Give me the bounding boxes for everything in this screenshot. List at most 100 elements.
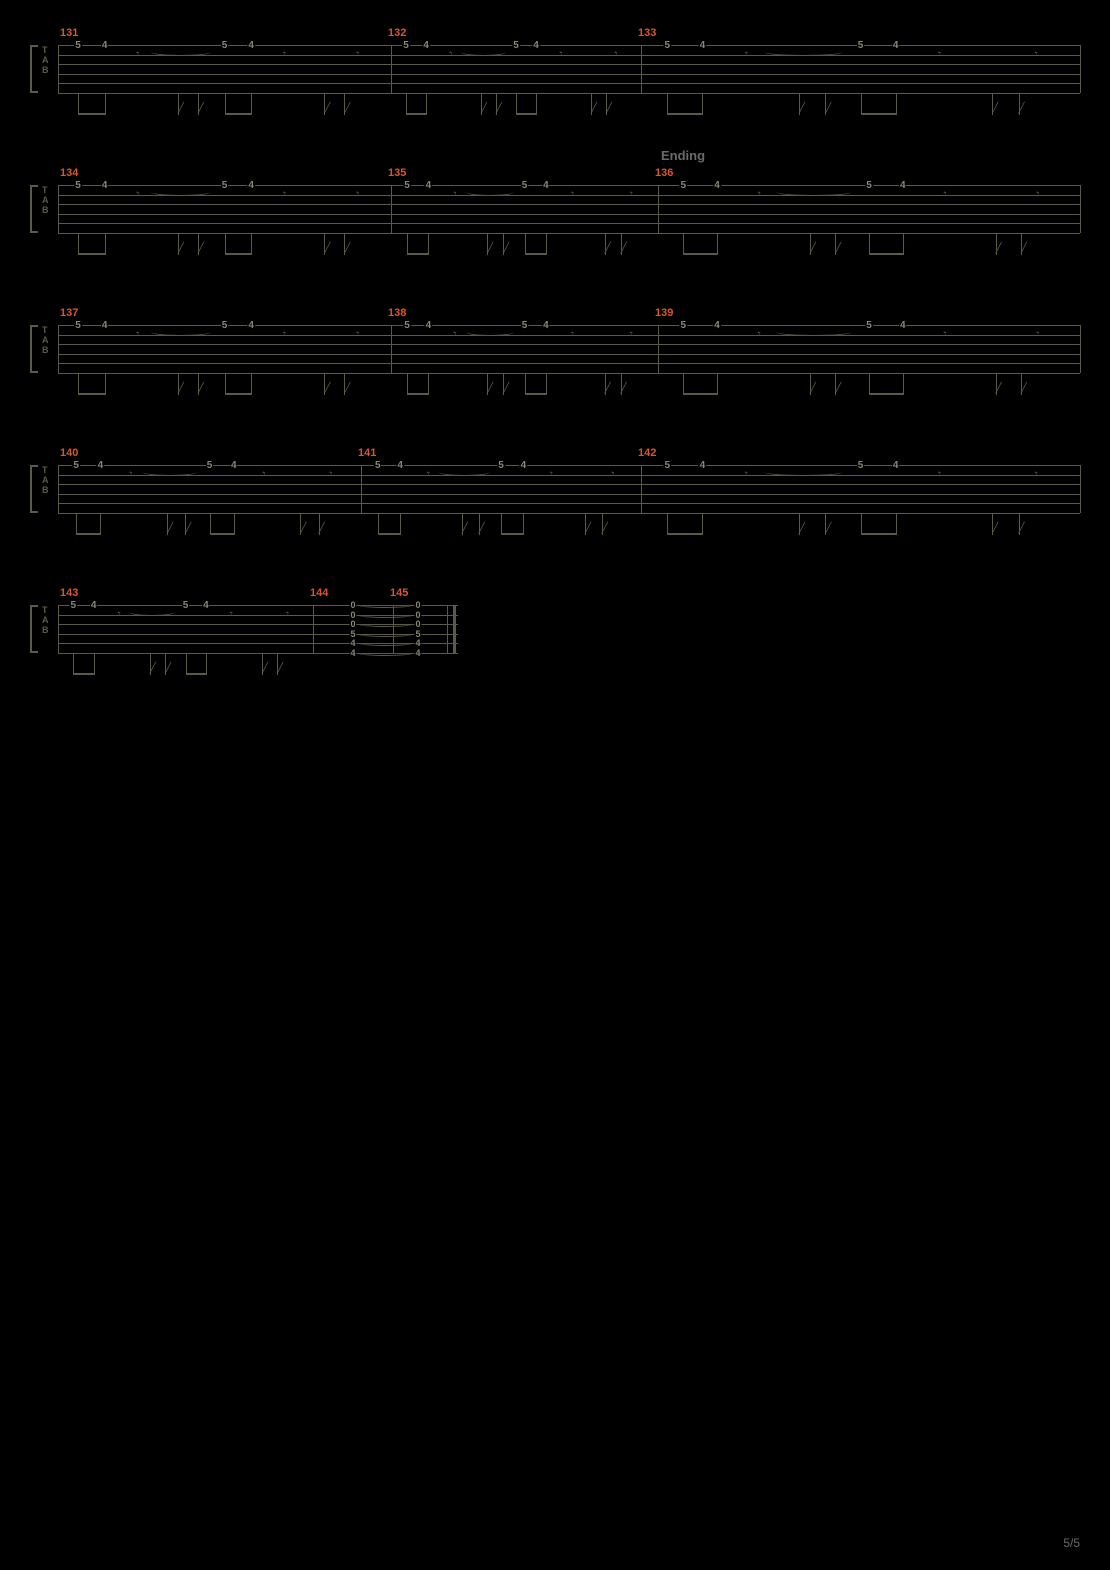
barline [58,605,59,653]
stem [717,233,718,255]
flag: ╱ [585,523,591,534]
measure-number: 139 [655,307,673,319]
stem [702,93,703,115]
fret-number: 4 [422,40,430,51]
fret-number: 4 [230,460,238,471]
flag: ╱ [835,383,841,394]
stem [76,513,77,535]
fret-number: 5 [74,180,82,191]
staff-line [58,195,1080,196]
stem [251,93,252,115]
rest: 𝄾 [559,47,562,62]
barline [1080,45,1081,93]
fret-number: 5 [349,629,356,639]
flag: ╱ [996,243,1002,254]
flag: ╱ [198,103,204,114]
flag: ╱ [799,103,805,114]
fret-number: 4 [414,638,421,648]
barline [58,185,59,233]
rest: 𝄾 [453,327,456,342]
stem [234,513,235,535]
stem [501,513,502,535]
stem [225,93,226,115]
tab-clef-label: TAB [42,465,49,495]
stem [78,93,79,115]
rest: 𝄾 [286,607,289,622]
fret-number: 0 [414,600,421,610]
tab-page: 131132133TAB5454𝄾𝄾𝄾╱╱╱╱5454𝄾𝄾𝄾╱╱╱╱5454𝄾𝄾… [0,0,1110,680]
flag: ╱ [602,523,608,534]
page-number: 5/5 [1063,1536,1080,1550]
barline [1080,325,1081,373]
tie [764,48,843,56]
stem [251,373,252,395]
rest: 𝄾 [449,47,452,62]
flag: ╱ [167,523,173,534]
beam [407,253,428,255]
fret-number: 4 [101,180,109,191]
measure-number: 132 [388,27,406,39]
flag: ╱ [198,383,204,394]
staff-area: 5454𝄾𝄾𝄾╱╱╱╱5454𝄾𝄾𝄾╱╱╱╱5454𝄾𝄾𝄾╱╱╱╱ [58,185,1080,233]
flag: ╱ [319,523,325,534]
staff-line [58,233,1080,234]
flag: ╱ [503,383,509,394]
flag: ╱ [324,103,330,114]
flag: ╱ [605,383,611,394]
staff-line [58,373,1080,374]
tie [143,468,198,476]
rest: 𝄾 [129,467,132,482]
tie [359,603,412,608]
fret-number: 4 [101,40,109,51]
measure-number: 133 [638,27,656,39]
staff-line [58,185,1080,186]
staff-line [58,354,1080,355]
staff-row: Ending134135136TAB5454𝄾𝄾𝄾╱╱╱╱5454𝄾𝄾𝄾╱╱╱╱… [30,170,1080,260]
flag: ╱ [344,383,350,394]
flag: ╱ [1019,103,1025,114]
flag: ╱ [503,243,509,254]
fret-number: 4 [247,40,255,51]
fret-number: 4 [247,320,255,331]
fret-number: 5 [664,460,672,471]
fret-number: 5 [70,600,78,611]
fret-number: 5 [403,180,411,191]
stem [546,233,547,255]
rest: 𝄾 [283,327,286,342]
rest: 𝄾 [427,467,430,482]
tab-clef-label: TAB [42,45,49,75]
beam [667,113,702,115]
stem [869,233,870,255]
fret-number: 5 [664,40,672,51]
flag: ╱ [1019,523,1025,534]
flag: ╱ [462,523,468,534]
stem [206,653,207,675]
stem [903,233,904,255]
beam [861,533,896,535]
barline [391,45,392,93]
staff-area: 5454𝄾𝄾𝄾╱╱╱╱5454𝄾𝄾𝄾╱╱╱╱5454𝄾𝄾𝄾╱╱╱╱ [58,45,1080,93]
tie [151,48,211,56]
final-barline-thick [453,605,456,653]
stem [73,653,74,675]
stem [861,93,862,115]
beam [76,533,100,535]
flag: ╱ [799,523,805,534]
staff-line [58,55,1080,56]
flag: ╱ [344,103,350,114]
stem [251,233,252,255]
fret-number: 5 [74,40,82,51]
beam [516,113,536,115]
flag: ╱ [277,663,283,674]
measure-number: 142 [638,447,656,459]
staff-line [58,325,1080,326]
beam [525,253,546,255]
flag: ╱ [300,523,306,534]
fret-number: 5 [857,40,865,51]
stem [869,373,870,395]
rest: 𝄾 [329,467,332,482]
fret-number: 5 [865,180,873,191]
stem [78,233,79,255]
rest: 𝄾 [262,467,265,482]
beam [869,393,903,395]
